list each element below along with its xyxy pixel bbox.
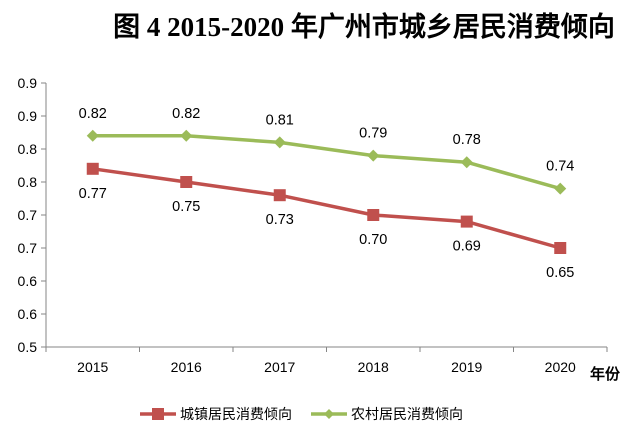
x-axis-label: 年份	[590, 365, 621, 383]
data-point-diamond	[367, 149, 380, 162]
x-axis-ticks: 2015 2016 2017 2018 2019 2020	[45, 347, 608, 375]
legend-label: 城镇居民消费倾向	[180, 407, 292, 423]
data-label: 0.70	[359, 232, 387, 248]
series-line	[92, 134, 561, 191]
data-point-diamond	[460, 156, 473, 169]
data-label: 0.82	[79, 106, 107, 122]
data-point-diamond	[86, 129, 99, 142]
legend-label: 农村居民消费倾向	[351, 407, 463, 423]
data-point-diamond	[554, 182, 567, 195]
data-point-square	[86, 162, 99, 175]
y-tick-label: 0.6	[18, 273, 38, 289]
legend-item: 城镇居民消费倾向	[140, 407, 292, 423]
y-tick-label: 0.9	[18, 75, 38, 91]
legend-marker-diamond	[324, 409, 334, 419]
y-tick-label: 0.6	[18, 306, 38, 322]
y-tick-label: 0.7	[18, 207, 38, 223]
x-tick-label: 2017	[264, 359, 295, 375]
data-label: 0.81	[266, 112, 294, 128]
chart-title: 图 4 2015-2020 年广州市城乡居民消费倾向	[113, 11, 615, 42]
legend: 城镇居民消费倾向 农村居民消费倾向	[140, 407, 463, 423]
legend-item: 农村居民消费倾向	[311, 407, 463, 423]
data-point-diamond	[273, 136, 286, 149]
data-point-diamond	[180, 129, 193, 142]
legend-marker-square	[152, 408, 164, 420]
data-label: 0.73	[266, 212, 294, 228]
data-label: 0.82	[172, 106, 200, 122]
y-tick-label: 0.9	[18, 108, 38, 124]
data-label: 0.74	[546, 159, 574, 175]
x-tick-label: 2019	[451, 359, 482, 375]
x-tick-label: 2015	[77, 359, 108, 375]
data-point-square	[273, 189, 286, 202]
x-tick-label: 2020	[545, 359, 576, 375]
y-tick-label: 0.8	[18, 141, 38, 157]
axes	[45, 83, 607, 348]
y-axis-ticks: 0.5 0.6 0.6 0.7 0.7 0.8 0.8 0.9 0.9	[18, 75, 46, 355]
y-tick-label: 0.8	[18, 174, 38, 190]
series-group: 0.77 0.75 0.73 0.70 0.69 0.65 0.82 0.82 0.81 0.79…	[79, 106, 575, 281]
y-tick-label: 0.7	[18, 240, 38, 256]
data-label: 0.77	[79, 186, 107, 202]
data-label: 0.65	[546, 265, 574, 281]
data-label: 0.79	[359, 126, 387, 142]
series-line	[92, 167, 561, 250]
data-point-square	[180, 176, 193, 188]
data-point-square	[460, 215, 473, 228]
data-point-square	[367, 209, 380, 221]
x-tick-label: 2018	[358, 359, 389, 375]
data-label: 0.75	[172, 199, 200, 215]
series-rural: 0.82 0.82 0.81 0.79 0.78 0.74	[79, 106, 574, 195]
series-urban: 0.77 0.75 0.73 0.70 0.69 0.65	[79, 162, 574, 281]
x-tick-label: 2016	[171, 359, 202, 375]
y-tick-label: 0.5	[18, 339, 38, 355]
data-label: 0.69	[453, 239, 481, 255]
data-point-square	[554, 242, 567, 254]
data-label: 0.78	[453, 132, 481, 148]
